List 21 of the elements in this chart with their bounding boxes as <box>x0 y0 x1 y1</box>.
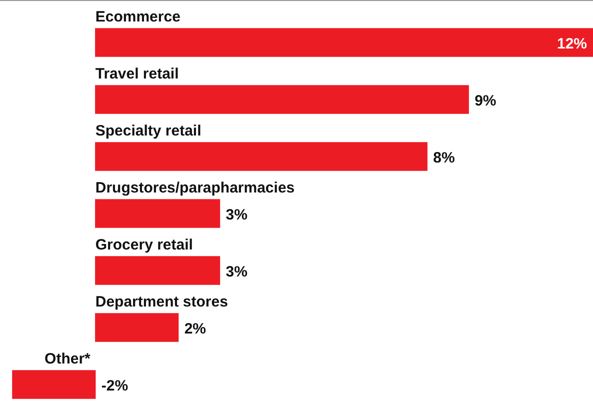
y-tick-label: Other* <box>44 350 91 368</box>
bar <box>95 256 220 285</box>
bar <box>95 199 220 228</box>
y-tick-label: Specialty retail <box>95 122 202 140</box>
data-label: 8% <box>433 150 455 167</box>
bar <box>95 85 469 114</box>
y-tick-label: Department stores <box>95 294 228 311</box>
data-label: 3% <box>226 206 248 224</box>
data-label: 12% <box>556 36 588 53</box>
data-label: 3% <box>226 264 248 281</box>
y-tick-label: Travel retail <box>95 66 179 83</box>
y-tick-label: Drugstores/parapharmacies <box>95 180 295 197</box>
data-label: 9% <box>474 92 496 110</box>
data-label: -2% <box>101 378 128 395</box>
bar <box>95 142 428 171</box>
y-tick-label: Grocery retail <box>95 236 193 254</box>
bar <box>12 370 96 399</box>
bar <box>95 28 593 57</box>
data-label: 2% <box>184 320 206 338</box>
y-tick-label: Ecommerce <box>95 8 180 26</box>
bar <box>95 313 179 342</box>
